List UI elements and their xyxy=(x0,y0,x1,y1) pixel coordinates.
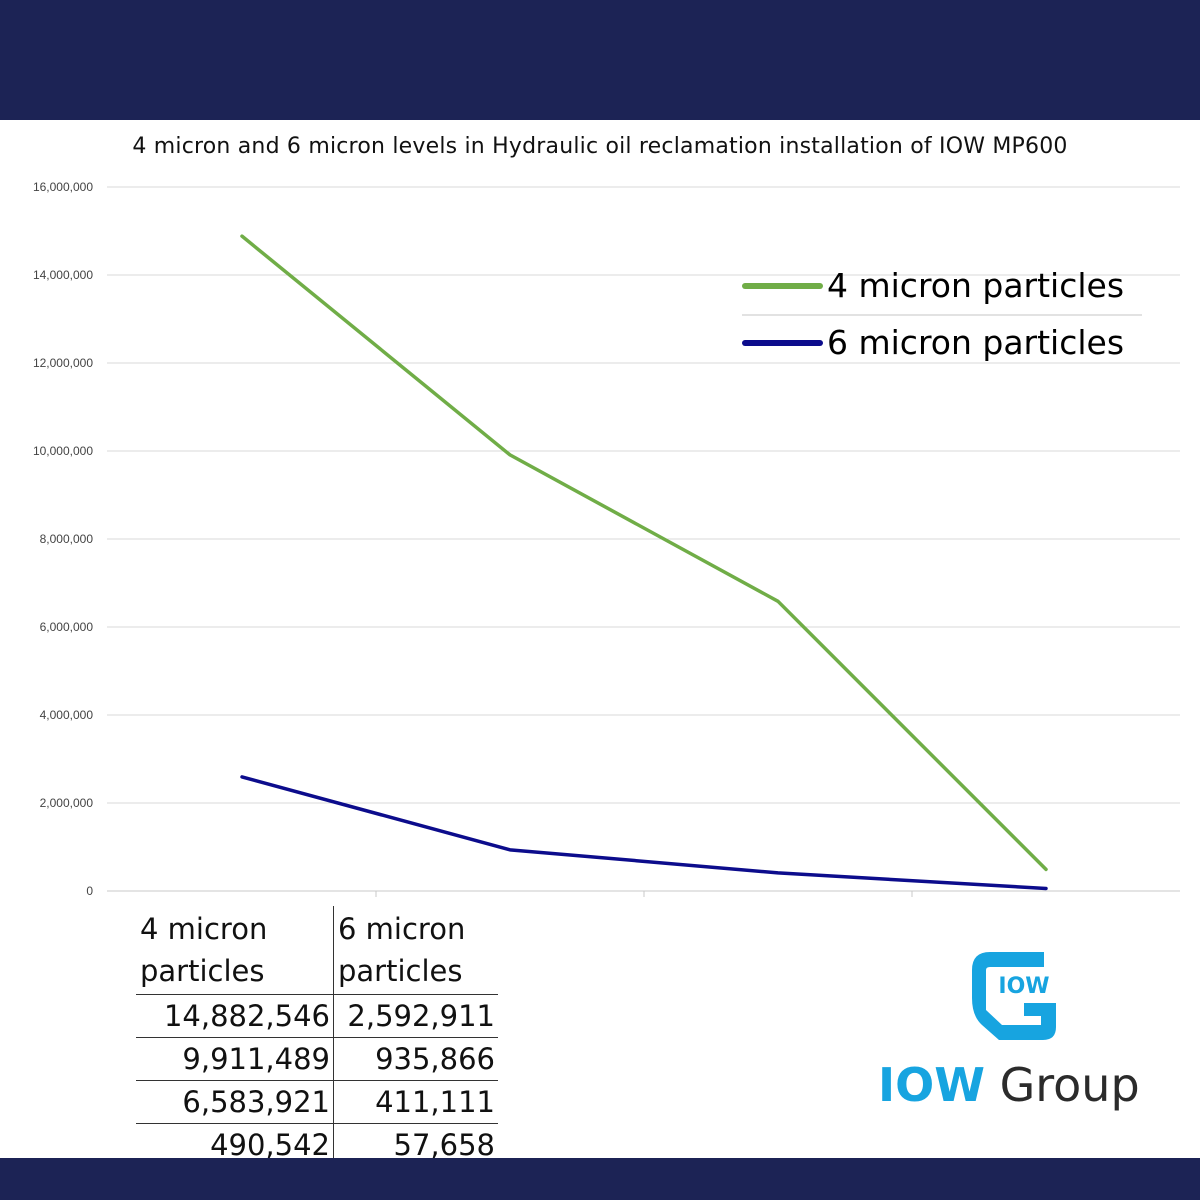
series-line-6-micron xyxy=(240,775,1048,891)
logo-icon-text: IOW xyxy=(998,974,1049,999)
iow-logo-icon: IOW xyxy=(972,952,1056,1040)
g-shape xyxy=(972,952,1056,1040)
data-table: 4 micron particles 6 micron particles 14,8… xyxy=(136,906,498,1166)
table-header-4-micron: 4 micron particles xyxy=(136,906,334,995)
y-tick-label: 10,000,000 xyxy=(33,444,93,458)
table-header-row: 4 micron particles 6 micron particles xyxy=(136,906,498,995)
series-line-4-micron xyxy=(240,234,1048,872)
legend: 4 micron particles 6 micron particles xyxy=(742,266,1142,362)
y-tick-label: 8,000,000 xyxy=(40,532,94,546)
y-tick-label: 6,000,000 xyxy=(40,620,94,634)
y-tick-label: 0 xyxy=(86,884,93,898)
legend-label-4-micron: 4 micron particles xyxy=(827,266,1124,305)
table-cell: 6,583,921 xyxy=(136,1080,334,1124)
y-tick-label: 4,000,000 xyxy=(40,708,94,722)
table-row: 14,882,546 2,592,911 xyxy=(136,994,498,1038)
y-tick-label: 12,000,000 xyxy=(33,356,93,370)
y-tick-label: 14,000,000 xyxy=(33,268,93,282)
table-cell: 2,592,911 xyxy=(333,994,498,1038)
y-axis-ticks: 0 2,000,000 4,000,000 6,000,000 8,000,000 10,… xyxy=(33,180,93,898)
iow-group-logo: IOW IOW Group xyxy=(878,940,1148,1115)
table-cell: 9,911,489 xyxy=(136,1037,334,1081)
logo-wordmark: IOW Group xyxy=(878,1058,1140,1112)
legend-label-6-micron: 6 micron particles xyxy=(827,323,1124,362)
logo-brand: IOW xyxy=(878,1058,985,1112)
table-cell: 14,882,546 xyxy=(136,994,334,1038)
y-tick-label: 16,000,000 xyxy=(33,180,93,194)
table-header-6-micron: 6 micron particles xyxy=(338,912,466,988)
table-cell: 935,866 xyxy=(333,1037,498,1081)
top-banner xyxy=(0,0,1200,120)
y-tick-label: 2,000,000 xyxy=(40,796,94,810)
table-row: 6,583,921 411,111 xyxy=(136,1080,498,1124)
chart-title: 4 micron and 6 micron levels in Hydrauli… xyxy=(132,134,1068,159)
bottom-banner xyxy=(0,1158,1200,1200)
table-row: 9,911,489 935,866 xyxy=(136,1037,498,1081)
logo-group: Group xyxy=(999,1058,1140,1112)
gridlines xyxy=(107,186,1180,897)
series-lines xyxy=(240,234,1048,891)
table-cell: 411,111 xyxy=(333,1080,498,1124)
